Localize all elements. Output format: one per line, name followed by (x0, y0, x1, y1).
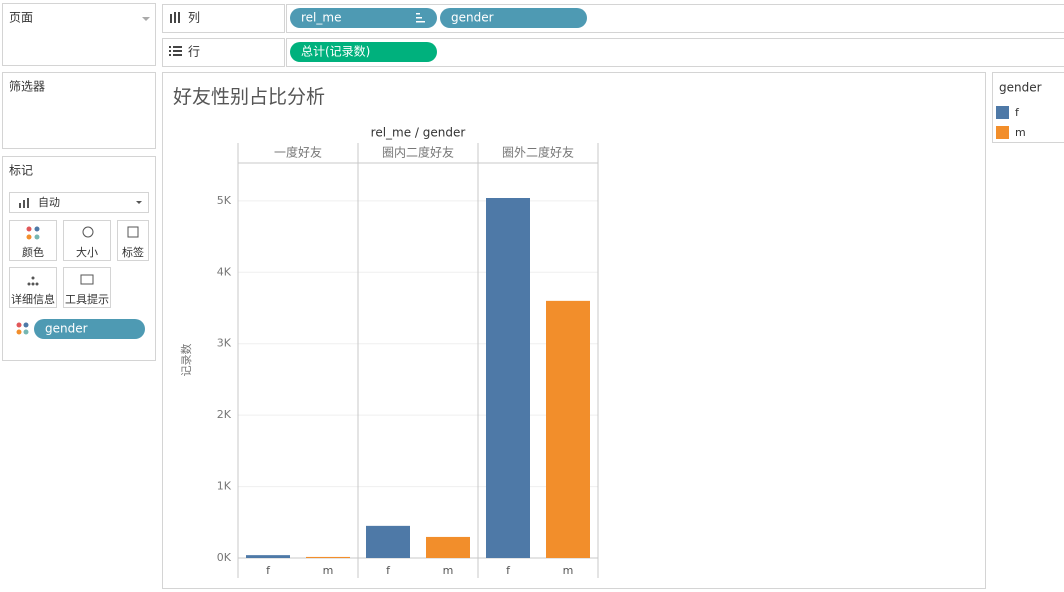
button-label[interactable]: 大小 (76, 245, 98, 259)
columns-shelf-label (162, 4, 285, 33)
button-label[interactable]: 工具提示 (65, 293, 109, 306)
bar (426, 536, 470, 558)
column-header: 圈外二度好友 (502, 145, 574, 160)
size-icon (82, 226, 94, 238)
x-tick-label: f (506, 564, 511, 577)
x-tick-label: f (266, 564, 271, 577)
y-tick-label: 4K (217, 265, 232, 278)
marks-title: 标记 (9, 164, 33, 178)
x-tick-label: f (386, 564, 391, 577)
mark-pill-label[interactable]: gender (45, 322, 88, 336)
column-header-title: rel_me / gender (371, 126, 466, 140)
bar (306, 556, 350, 558)
bar-icon (19, 198, 29, 208)
y-tick-label: 0K (217, 551, 232, 564)
sort-icon (416, 13, 425, 23)
bar (366, 525, 410, 558)
button-label[interactable]: 详细信息 (11, 292, 55, 306)
tooltip-icon (80, 274, 94, 285)
dropdown-arrow[interactable] (142, 17, 150, 21)
bar (486, 198, 530, 558)
column-pill-label[interactable]: gender (451, 11, 494, 25)
detail-icon (27, 276, 39, 286)
button-label[interactable]: 标签 (122, 245, 144, 259)
label-icon (127, 226, 139, 238)
x-tick-label: m (563, 564, 574, 577)
legend-label: m (1015, 126, 1026, 139)
detail-button[interactable] (9, 267, 57, 308)
column-pill[interactable] (290, 8, 437, 28)
y-tick-label: 3K (217, 337, 232, 350)
filters-card (2, 72, 156, 149)
mark-type-dropdown[interactable] (9, 192, 149, 213)
button-label[interactable]: 颜色 (22, 245, 44, 259)
legend-swatch (996, 106, 1009, 119)
icon-dot (26, 234, 32, 240)
x-tick-label: m (443, 564, 454, 577)
column-header: 一度好友 (274, 145, 322, 160)
rows-shelf-label (162, 38, 285, 67)
legend-title: gender (999, 81, 1042, 95)
mark-type[interactable]: 自动 (38, 196, 60, 209)
mark-buttons: 颜色 大小 标签 详细信息 工具提示 (9, 220, 149, 308)
bar (546, 300, 590, 558)
mark-pill-icon (16, 322, 29, 335)
columns-label: 列 (188, 11, 200, 25)
icon-dot (26, 226, 32, 232)
icon-dot (34, 234, 40, 240)
mark-pill[interactable] (34, 319, 145, 339)
y-axis-title: 记录数 (180, 344, 193, 377)
x-tick-label: m (323, 564, 334, 577)
column-pill-label[interactable]: rel_me (301, 11, 341, 25)
color-button[interactable] (9, 220, 57, 261)
legend-label: f (1015, 106, 1020, 119)
pages-title: 页面 (9, 11, 33, 25)
y-tick-label: 5K (217, 194, 232, 207)
rows-icon (169, 46, 182, 56)
bar (246, 555, 290, 558)
filters-title: 筛选器 (9, 79, 45, 94)
legend-swatch (996, 126, 1009, 139)
y-tick-label: 2K (217, 408, 232, 421)
columns-icon (170, 12, 180, 23)
rows-label: 行 (188, 45, 200, 59)
row-pill[interactable] (290, 42, 437, 62)
pages-card (2, 3, 156, 66)
icon-dot (34, 226, 40, 232)
tooltip-button[interactable] (63, 267, 111, 308)
chart-title: 好友性别占比分析 (173, 86, 325, 108)
row-pill-label[interactable]: 总计(记录数) (301, 44, 370, 59)
column-header: 圈内二度好友 (382, 145, 454, 160)
dropdown-arrow[interactable] (136, 201, 142, 204)
y-tick-label: 1K (217, 480, 232, 493)
column-pill[interactable] (440, 8, 587, 28)
